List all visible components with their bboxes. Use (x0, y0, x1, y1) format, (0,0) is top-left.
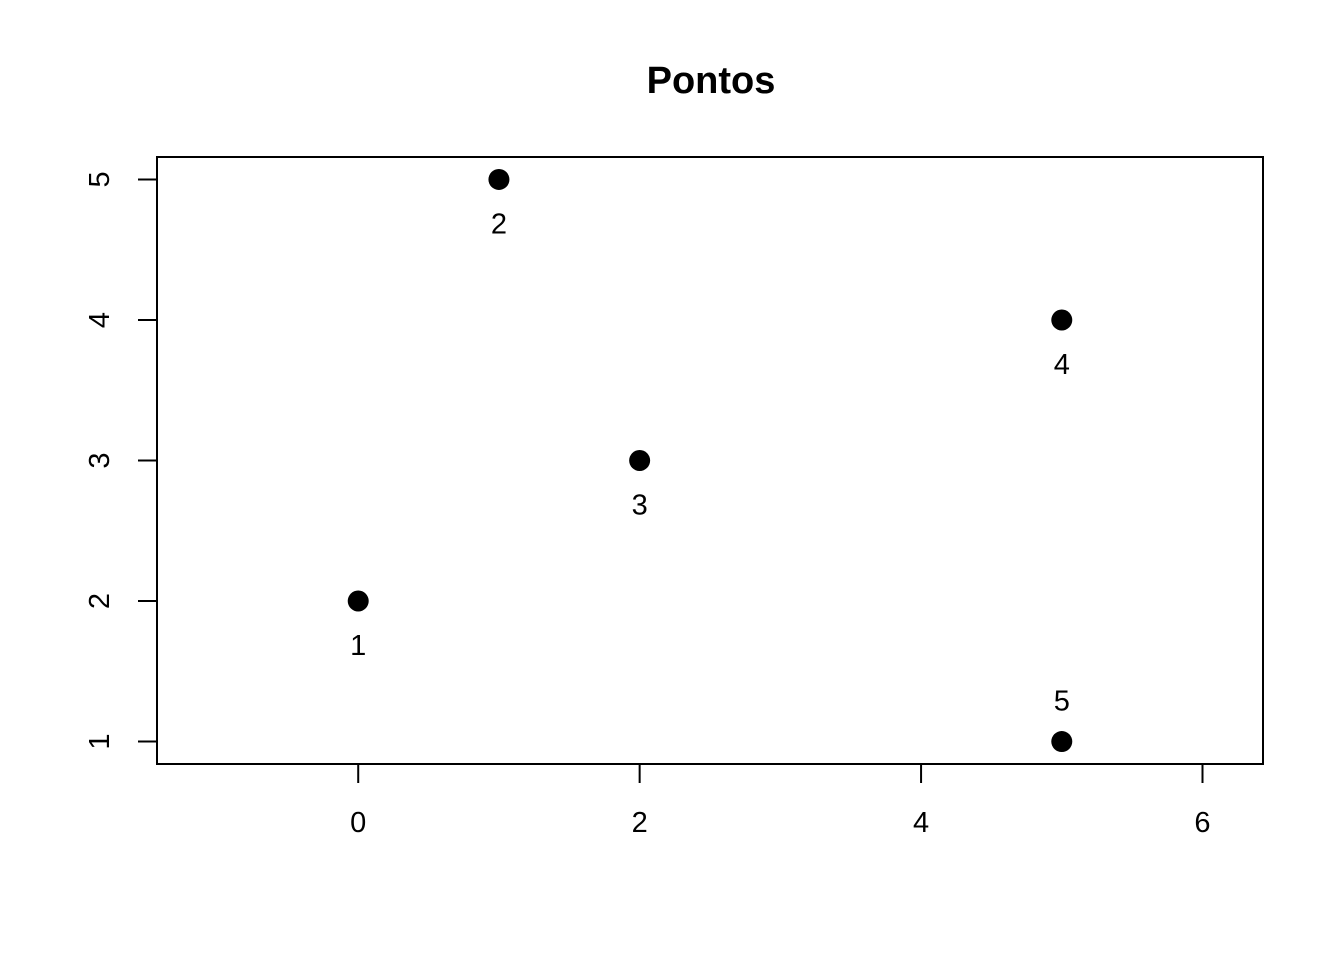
data-point-4 (1051, 309, 1073, 331)
data-point-1 (347, 590, 369, 612)
y-tick-label: 5 (84, 171, 116, 187)
y-tick-label: 1 (84, 733, 116, 749)
y-tick-label: 2 (84, 593, 116, 609)
data-point-3 (629, 450, 651, 471)
data-point-label: 5 (1054, 686, 1070, 718)
y-tick-label: 3 (84, 452, 116, 468)
x-axis: 0 2 4 6 (350, 763, 1211, 839)
chart-title: Pontos (647, 60, 776, 102)
data-point-labels: 1 2 3 4 5 (350, 208, 1070, 717)
data-points (347, 168, 1073, 753)
y-axis: 1 2 3 4 5 (84, 171, 158, 750)
y-tick-label: 4 (84, 312, 116, 328)
data-point-label: 2 (491, 208, 507, 240)
x-tick-label: 0 (350, 807, 366, 839)
plot-area-frame (156, 156, 1264, 765)
data-point-2 (488, 168, 510, 190)
data-point-label: 3 (632, 490, 648, 522)
x-tick-label: 2 (632, 807, 648, 839)
x-tick-label: 6 (1194, 807, 1210, 839)
data-point-label: 4 (1054, 349, 1070, 381)
x-tick-label: 4 (913, 807, 929, 839)
data-point-label: 1 (350, 630, 366, 662)
data-point-5 (1051, 731, 1073, 753)
